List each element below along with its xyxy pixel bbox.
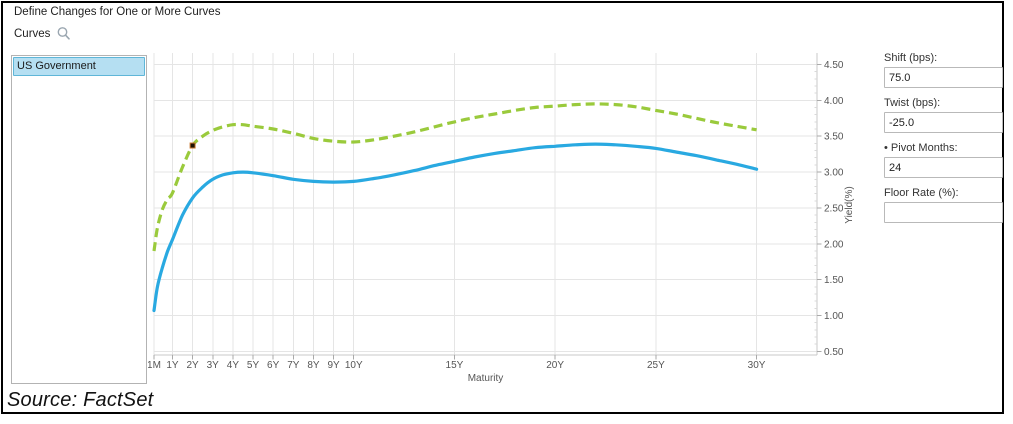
shift-input[interactable] [884,67,1003,88]
search-icon[interactable] [56,26,71,41]
svg-text:7Y: 7Y [287,360,300,371]
pivot-months-input[interactable] [884,157,1003,178]
svg-text:8Y: 8Y [307,360,320,371]
floor-rate-input[interactable] [884,202,1003,223]
shift-label: Shift (bps): [884,52,938,64]
svg-text:5Y: 5Y [247,360,260,371]
svg-text:6Y: 6Y [267,360,280,371]
svg-text:4.50: 4.50 [824,60,844,71]
svg-text:15Y: 15Y [446,360,464,371]
svg-text:1.00: 1.00 [824,311,844,322]
curve-list: US Government [11,55,147,384]
svg-text:1Y: 1Y [166,360,179,371]
svg-text:4Y: 4Y [227,360,240,371]
svg-text:2.50: 2.50 [824,203,844,214]
svg-text:2Y: 2Y [186,360,199,371]
svg-text:1.50: 1.50 [824,275,844,286]
x-axis-title: Maturity [468,373,504,384]
pivot-months-label: • Pivot Months: [884,142,958,154]
curve-adjusted [152,102,757,252]
axes [153,53,822,360]
svg-text:3.50: 3.50 [824,132,844,143]
twist-field-group: Twist (bps): [884,97,1006,133]
gridlines [153,53,817,355]
svg-text:3.00: 3.00 [824,168,844,179]
svg-text:30Y: 30Y [748,360,766,371]
yield-curve-plot: 1M 1Y 2Y 3Y 4Y 5Y 6Y 7Y 8Y 9Y 10Y 15Y 20Y 25Y 30Y 0.50 1… [147,53,855,384]
tick-labels: 1M 1Y 2Y 3Y 4Y 5Y 6Y 7Y 8Y 9Y 10Y 15Y 20Y 25Y 30Y 0.50 1… [147,60,855,384]
svg-text:10Y: 10Y [345,360,363,371]
pivot-months-field-group: • Pivot Months: [884,142,1006,178]
shift-field-group: Shift (bps): [884,52,1006,88]
curves-header: Curves [14,26,71,41]
twist-label: Twist (bps): [884,97,941,109]
curve-base [152,142,759,313]
page-title: Define Changes for One or More Curves [14,6,221,18]
pivot-point-marker [189,142,196,149]
curves-label: Curves [14,27,51,40]
svg-text:2.00: 2.00 [824,239,844,250]
y-axis-title: Yield(%) [844,186,855,223]
svg-text:25Y: 25Y [647,360,665,371]
curve-adjustment-form: Shift (bps): Twist (bps): • Pivot Months… [884,52,1006,232]
svg-text:3Y: 3Y [207,360,220,371]
floor-rate-field-group: Floor Rate (%): [884,187,1006,223]
curve-list-item-us-government[interactable]: US Government [13,57,145,76]
source-attribution: Source: FactSet [7,389,154,411]
svg-text:4.00: 4.00 [824,96,844,107]
svg-text:1M: 1M [148,360,161,371]
svg-text:0.50: 0.50 [824,347,844,358]
svg-text:20Y: 20Y [546,360,564,371]
floor-rate-label: Floor Rate (%): [884,187,959,199]
yield-curve-chart: 1M 1Y 2Y 3Y 4Y 5Y 6Y 7Y 8Y 9Y 10Y 15Y 20Y 25Y 30Y 0.50 1… [147,50,873,392]
svg-text:9Y: 9Y [327,360,340,371]
twist-input[interactable] [884,112,1003,133]
